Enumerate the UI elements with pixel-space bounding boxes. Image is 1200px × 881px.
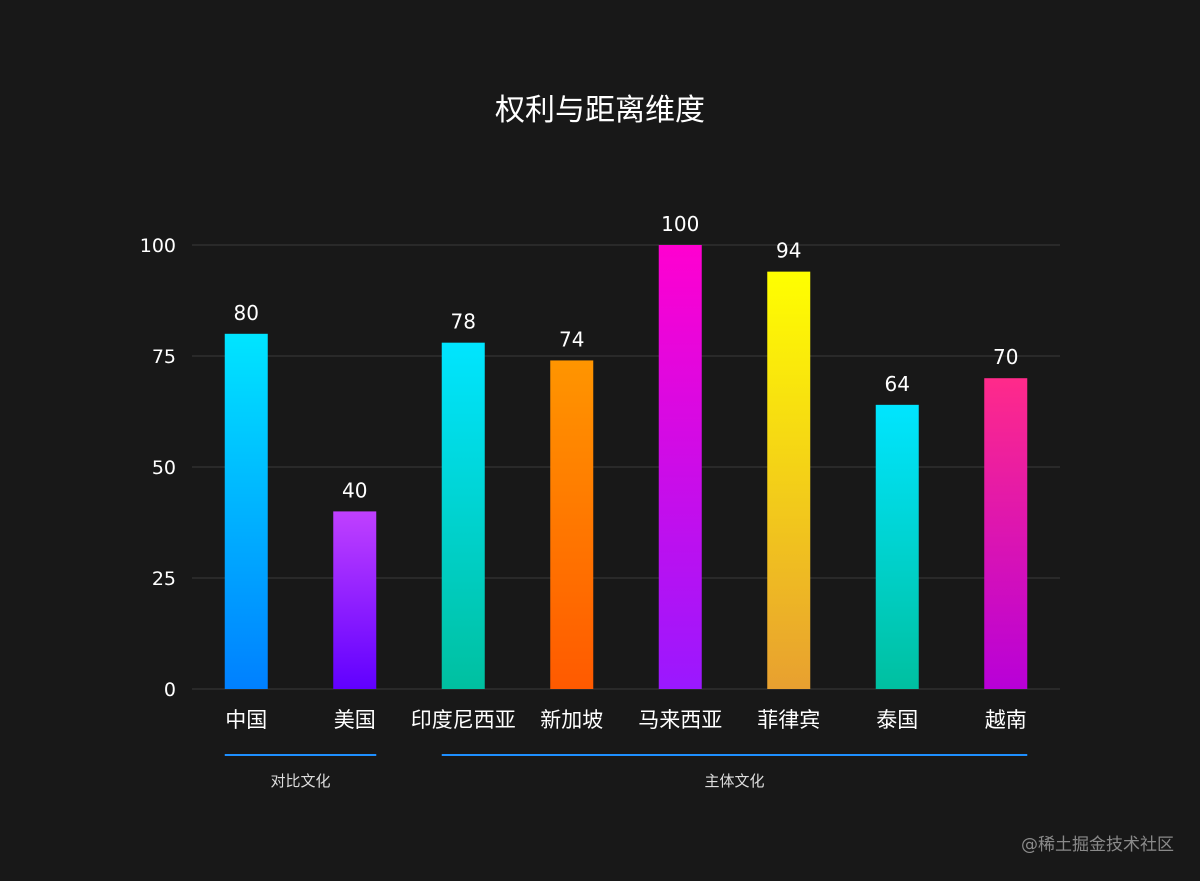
bar-1: [333, 511, 377, 689]
category-label: 中国: [225, 708, 267, 732]
group-brackets: 对比文化 主体文化: [224, 754, 1028, 790]
value-label: 70: [993, 345, 1018, 369]
group-label: 对比文化: [270, 772, 330, 790]
category-label: 泰国: [876, 708, 918, 732]
category-label: 越南: [985, 708, 1027, 732]
category-label: 新加坡: [540, 708, 603, 732]
value-label: 80: [234, 301, 259, 325]
y-tick-label: 75: [152, 346, 176, 368]
bar-2: [441, 342, 485, 689]
chart-title: 权利与距离维度: [495, 93, 705, 128]
value-labels: 80 40 78 74 100 94 64 70: [234, 212, 1019, 502]
category-label: 马来西亚: [638, 708, 722, 732]
y-tick-label: 50: [152, 457, 176, 479]
group-label: 主体文化: [704, 772, 764, 790]
value-label: 64: [885, 372, 910, 396]
category-label: 印度尼西亚: [411, 708, 516, 732]
y-tick-label: 25: [152, 568, 176, 590]
value-label: 94: [776, 239, 801, 263]
bar-4: [658, 245, 702, 689]
y-tick-label: 100: [140, 235, 176, 257]
value-label: 74: [559, 327, 584, 351]
bar-7: [984, 378, 1028, 689]
bar-3: [550, 360, 594, 689]
value-label: 40: [342, 478, 367, 502]
category-labels: 中国 美国 印度尼西亚 新加坡 马来西亚 菲律宾 泰国 越南: [225, 708, 1027, 732]
y-axis-ticks: 0 25 50 75 100: [140, 235, 176, 701]
y-tick-label: 0: [164, 679, 176, 701]
bars: [224, 245, 1028, 689]
bar-0: [224, 333, 268, 689]
category-label: 美国: [334, 708, 376, 732]
bar-5: [767, 271, 811, 689]
value-label: 100: [661, 212, 699, 236]
bar-6: [875, 404, 919, 689]
grid-lines: [192, 244, 1060, 690]
value-label: 78: [451, 310, 476, 334]
watermark: @稀土掘金技术社区: [1021, 835, 1174, 855]
category-label: 菲律宾: [757, 708, 820, 732]
